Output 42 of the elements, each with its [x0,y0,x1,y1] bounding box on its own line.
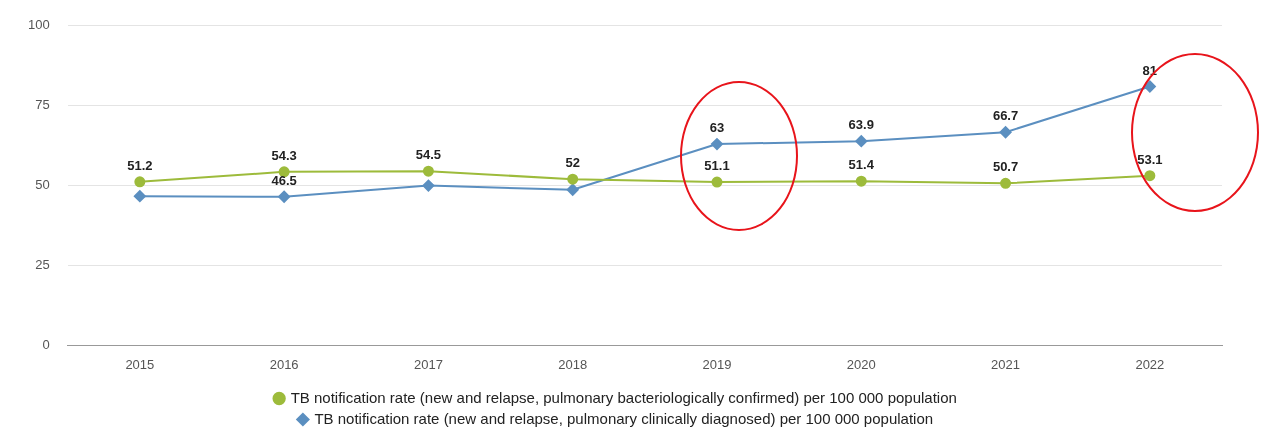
data-label: 63.9 [848,117,874,133]
x-tick-label: 2017 [413,356,443,372]
point [567,173,579,185]
y-tick-label: 0 [42,336,50,352]
data-label: 51.2 [127,157,153,173]
point [133,190,146,203]
x-tick-label: 2019 [702,356,732,372]
x-tick-label: 2016 [269,356,299,372]
x-tick-label: 2015 [125,356,155,372]
data-label: 63 [709,120,725,136]
point [710,138,723,151]
data-label: 53.1 [1137,151,1163,167]
data-label: 54.5 [415,147,442,163]
data-label: 81 [1142,62,1158,78]
y-tick-label: 75 [35,97,50,113]
legend-label: TB notification rate (new and relapse, pulmonary clinically diagnosed) per 100 000 population [314,409,934,427]
point [422,165,434,177]
point [1144,170,1156,182]
y-tick-label: 100 [27,17,50,33]
data-label: 51.4 [848,157,875,173]
point [1000,177,1012,189]
x-tick-label: 2022 [1135,356,1165,372]
point [422,179,435,192]
point [855,135,868,148]
x-tick-label: 2020 [846,356,876,372]
data-label: 51.1 [704,158,730,174]
data-label: 66.7 [992,108,1019,124]
legend-label: TB notification rate (new and relapse, pulmonary bacteriologically confirmed) per 100 000 population [290,388,957,406]
x-tick-label: 2018 [558,356,588,372]
point [711,176,723,188]
data-label: 50.7 [992,159,1019,175]
data-label: 54.3 [271,147,297,163]
point [999,126,1012,139]
point [278,190,291,203]
y-tick-label: 50 [35,177,50,193]
point [134,176,146,188]
data-label: 52 [565,155,580,171]
point [855,175,867,187]
y-tick-label: 25 [35,257,50,273]
point [566,183,579,196]
data-label: 46.5 [271,172,297,188]
x-tick-label: 2021 [991,356,1021,372]
